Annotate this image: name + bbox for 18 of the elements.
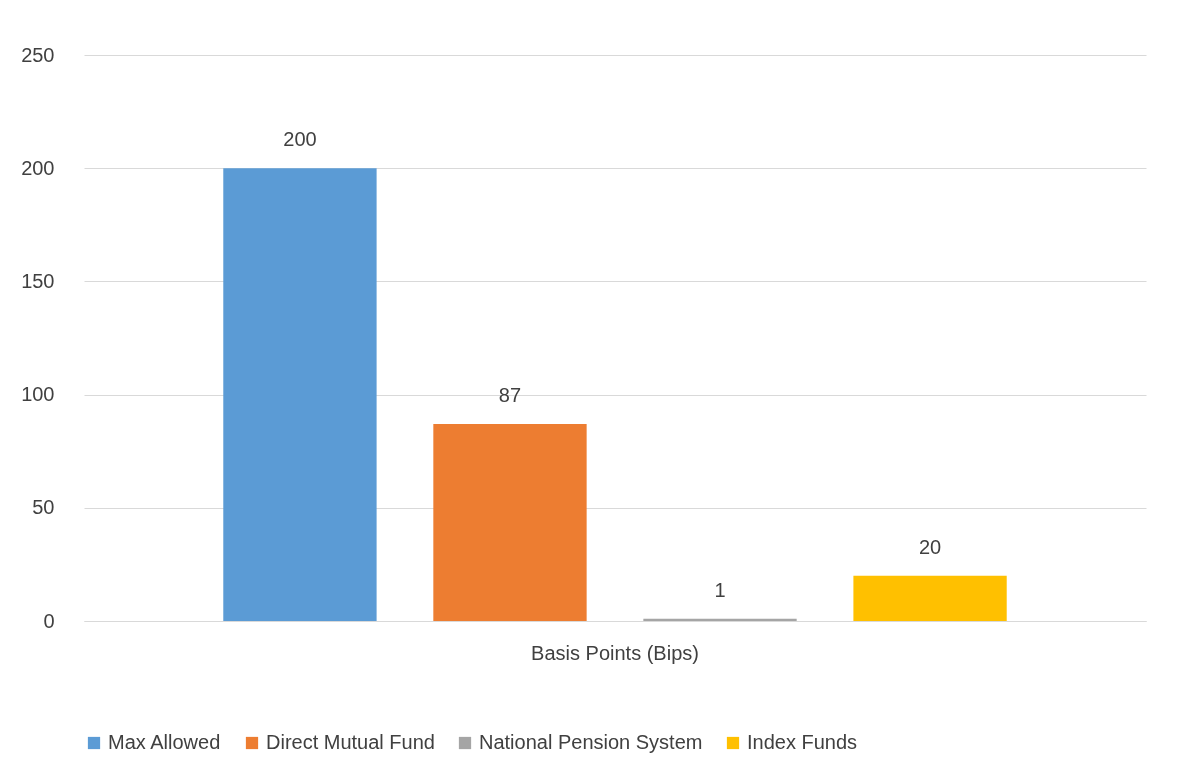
data-label: 20 xyxy=(918,535,942,558)
bar xyxy=(853,575,1007,621)
legend-label: Direct Mutual Fund xyxy=(266,731,435,753)
data-label: 200 xyxy=(283,128,317,151)
y-tick-label: 200 xyxy=(21,156,55,179)
x-tick-label: Basis Points (Bips) xyxy=(531,641,699,664)
y-tick-label: 0 xyxy=(43,609,55,632)
y-tick-label: 50 xyxy=(32,496,55,519)
y-tick-label: 250 xyxy=(21,43,55,66)
data-label: 1 xyxy=(714,578,726,601)
y-tick-label: 150 xyxy=(21,269,55,292)
data-label: 87 xyxy=(498,384,522,407)
bar xyxy=(433,424,587,621)
bar xyxy=(223,168,377,621)
y-tick-label: 100 xyxy=(21,383,55,406)
legend-label: Max Allowed xyxy=(108,731,221,753)
legend-label: Index Funds xyxy=(747,731,858,753)
legend-label: National Pension System xyxy=(479,731,703,753)
